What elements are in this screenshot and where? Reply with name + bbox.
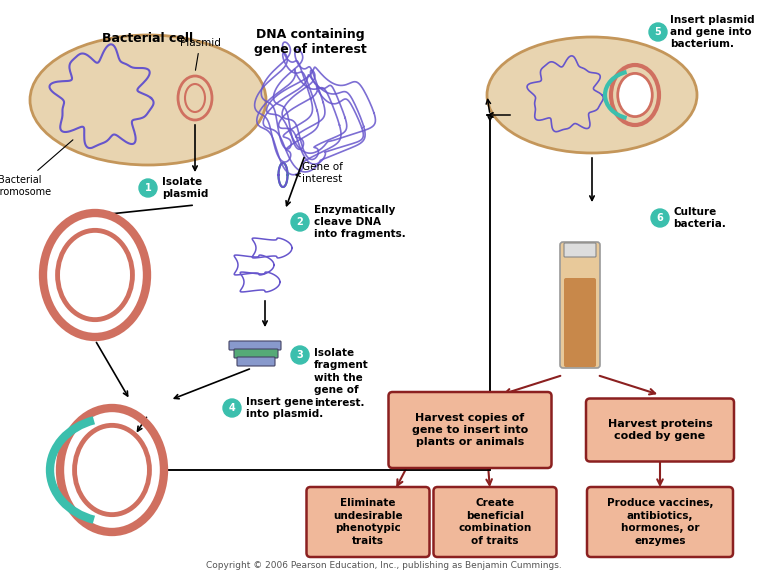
Text: 2: 2 — [296, 217, 303, 227]
Text: Copyright © 2006 Pearson Education, Inc., publishing as Benjamin Cummings.: Copyright © 2006 Pearson Education, Inc.… — [206, 561, 562, 570]
Text: Produce vaccines,
antibiotics,
hormones, or
enzymes: Produce vaccines, antibiotics, hormones,… — [607, 498, 713, 545]
FancyBboxPatch shape — [433, 487, 557, 557]
Circle shape — [223, 399, 241, 417]
Text: Bacterial cell: Bacterial cell — [102, 32, 194, 44]
FancyBboxPatch shape — [389, 392, 551, 468]
Text: Enzymatically
cleave DNA
into fragments.: Enzymatically cleave DNA into fragments. — [314, 204, 406, 240]
Text: 6: 6 — [657, 213, 664, 223]
Circle shape — [649, 23, 667, 41]
Text: Gene of
interest: Gene of interest — [302, 162, 343, 184]
Text: Insert plasmid
and gene into
bacterium.: Insert plasmid and gene into bacterium. — [670, 14, 755, 50]
Circle shape — [139, 179, 157, 197]
FancyBboxPatch shape — [237, 357, 275, 366]
Text: 4: 4 — [229, 403, 235, 413]
Text: Isolate
plasmid: Isolate plasmid — [162, 177, 208, 199]
FancyBboxPatch shape — [564, 243, 596, 257]
Circle shape — [291, 346, 309, 364]
FancyBboxPatch shape — [560, 242, 600, 368]
Text: 1: 1 — [144, 183, 151, 193]
Text: Insert gene
into plasmid.: Insert gene into plasmid. — [246, 397, 323, 419]
Text: Bacterial
chromosome: Bacterial chromosome — [0, 140, 73, 196]
Ellipse shape — [74, 425, 150, 514]
Ellipse shape — [617, 73, 652, 116]
Text: Harvest proteins
coded by gene: Harvest proteins coded by gene — [607, 419, 713, 441]
Text: Isolate
fragment
with the
gene of
interest.: Isolate fragment with the gene of intere… — [314, 348, 369, 408]
Ellipse shape — [487, 37, 697, 153]
Circle shape — [651, 209, 669, 227]
Text: 5: 5 — [654, 27, 661, 37]
Text: Plasmid: Plasmid — [180, 38, 220, 70]
Text: Eliminate
undesirable
phenotypic
traits: Eliminate undesirable phenotypic traits — [333, 498, 402, 545]
FancyBboxPatch shape — [564, 278, 596, 367]
Ellipse shape — [58, 230, 132, 320]
Text: Harvest copies of
gene to insert into
plants or animals: Harvest copies of gene to insert into pl… — [412, 412, 528, 448]
FancyBboxPatch shape — [234, 349, 278, 358]
Text: 3: 3 — [296, 350, 303, 360]
Text: Create
beneficial
combination
of traits: Create beneficial combination of traits — [458, 498, 531, 545]
FancyBboxPatch shape — [587, 487, 733, 557]
Text: Culture
bacteria.: Culture bacteria. — [673, 207, 726, 229]
Circle shape — [291, 213, 309, 231]
Ellipse shape — [30, 35, 266, 165]
FancyBboxPatch shape — [586, 399, 734, 461]
FancyBboxPatch shape — [306, 487, 429, 557]
FancyBboxPatch shape — [229, 341, 281, 350]
Text: DNA containing
gene of interest: DNA containing gene of interest — [253, 28, 366, 56]
